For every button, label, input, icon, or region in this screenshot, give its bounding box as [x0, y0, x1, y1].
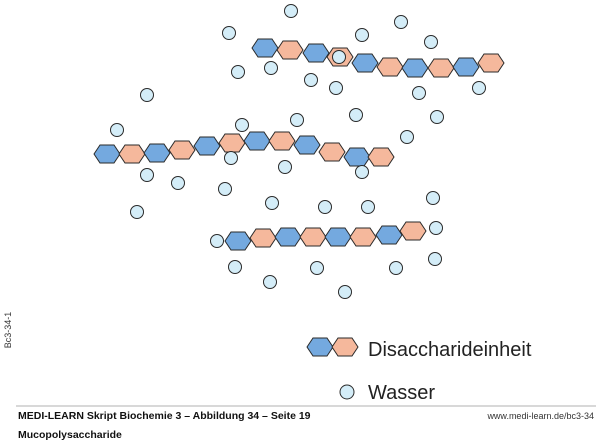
water-molecule — [140, 88, 154, 102]
water-molecule — [222, 26, 236, 40]
water-molecule — [355, 28, 369, 42]
disaccharide-hexagon — [349, 227, 377, 247]
water-molecule — [278, 160, 292, 174]
disaccharide-hexagon — [93, 144, 121, 164]
disaccharide-hexagon — [251, 38, 279, 58]
water-molecule — [304, 73, 318, 87]
legend-water: Wasser — [368, 382, 435, 404]
water-molecule — [428, 252, 442, 266]
disaccharide-hexagon — [324, 227, 352, 247]
footer-url: www.medi-learn.de/bc3-34 — [486, 411, 594, 421]
disaccharide-hexagon — [118, 144, 146, 164]
disaccharide-hexagon — [375, 225, 403, 245]
water-molecule — [284, 4, 298, 18]
water-molecule — [264, 61, 278, 75]
water-molecule — [338, 285, 352, 299]
water-molecule — [332, 50, 346, 64]
water-molecule — [218, 182, 232, 196]
molecules — [93, 4, 505, 400]
legend-water-icon — [339, 384, 355, 400]
disaccharide-hexagon — [293, 135, 321, 155]
disaccharide-hexagon — [477, 53, 505, 73]
water-molecule — [231, 65, 245, 79]
water-molecule — [130, 205, 144, 219]
water-molecule — [318, 200, 332, 214]
footer-caption: Mucopolysaccharide — [18, 429, 122, 441]
disaccharide-hexagon — [376, 57, 404, 77]
disaccharide-hexagon — [249, 228, 277, 248]
water-molecule — [329, 81, 343, 95]
disaccharide-hexagon — [268, 131, 296, 151]
water-molecule — [349, 108, 363, 122]
disaccharide-hexagon — [452, 57, 480, 77]
water-molecule — [430, 110, 444, 124]
disaccharide-hexagon — [401, 58, 429, 78]
water-molecule — [400, 130, 414, 144]
water-molecule — [429, 221, 443, 235]
disaccharide-hexagon — [168, 140, 196, 160]
side-label: Bc3-34-1 — [3, 312, 13, 349]
water-molecule — [228, 260, 242, 274]
legend-disaccharide: Disaccharideinheit — [368, 339, 532, 361]
disaccharide-hexagon — [427, 58, 455, 78]
disaccharide-hexagon — [351, 53, 379, 73]
disaccharide-hexagon — [243, 131, 271, 151]
water-molecule — [472, 81, 486, 95]
disaccharide-hexagon — [331, 337, 359, 357]
footer-source: MEDI-LEARN Skript Biochemie 3 – Abbildun… — [18, 410, 311, 422]
disaccharide-hexagon — [274, 227, 302, 247]
disaccharide-hexagon — [218, 133, 246, 153]
disaccharide-hexagon — [399, 221, 427, 241]
water-molecule — [290, 113, 304, 127]
water-molecule — [355, 165, 369, 179]
water-molecule — [171, 176, 185, 190]
water-molecule — [235, 118, 249, 132]
disaccharide-hexagon — [224, 231, 252, 251]
water-molecule — [361, 200, 375, 214]
disaccharide-hexagon — [318, 142, 346, 162]
water-molecule — [140, 168, 154, 182]
disaccharide-hexagon — [306, 337, 334, 357]
water-molecule — [424, 35, 438, 49]
water-molecule — [110, 123, 124, 137]
disaccharide-hexagon — [143, 143, 171, 163]
water-molecule — [389, 261, 403, 275]
water-molecule — [263, 275, 277, 289]
water-molecule — [210, 234, 224, 248]
disaccharide-hexagon — [343, 147, 371, 167]
disaccharide-hexagon — [276, 40, 304, 60]
disaccharide-hexagon — [302, 43, 330, 63]
water-molecule — [426, 191, 440, 205]
water-molecule — [265, 196, 279, 210]
water-molecule — [394, 15, 408, 29]
disaccharide-hexagon — [299, 227, 327, 247]
water-molecule — [412, 86, 426, 100]
disaccharide-hexagon — [367, 147, 395, 167]
disaccharide-hexagon — [193, 136, 221, 156]
water-molecule — [310, 261, 324, 275]
water-molecule — [224, 151, 238, 165]
